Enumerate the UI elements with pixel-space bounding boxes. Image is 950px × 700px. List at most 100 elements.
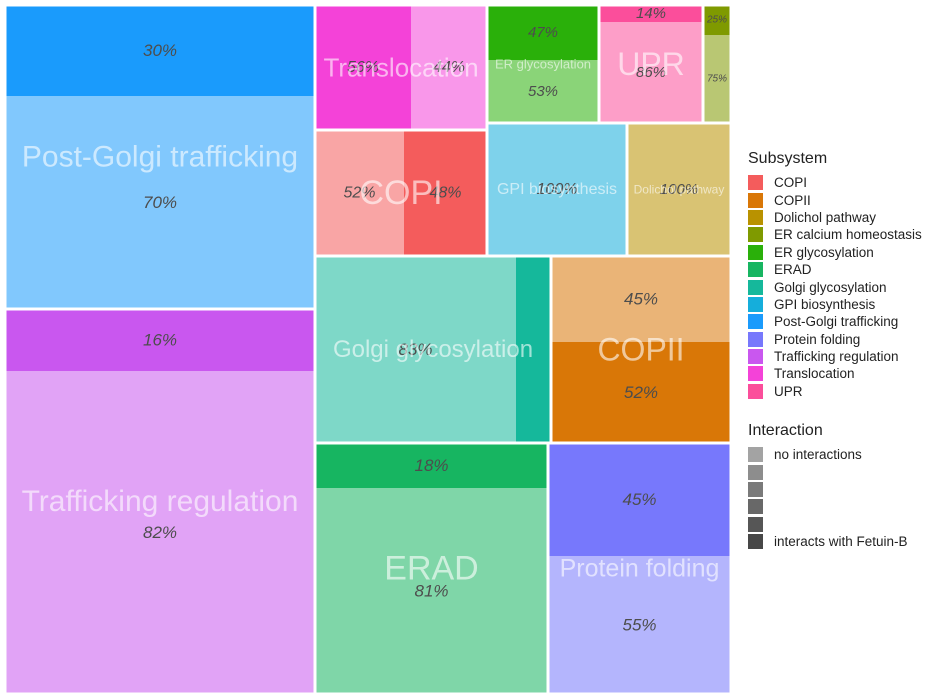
subsystem-legend-item: ERAD [748,261,922,278]
er-glycosylation-percent-label: 53% [528,83,558,100]
subsystem-legend-label: Translocation [774,366,855,382]
subsystem-legend-item: Post-Golgi trafficking [748,313,922,330]
upr-segment [599,22,703,123]
subsystem-legend-swatch [748,244,763,260]
er-glycosylation-percent-label: 47% [528,24,558,41]
subsystem-legend-swatch [748,192,763,208]
translocation-subsystem-label: Translocation [323,53,478,83]
protein-folding-segment [548,556,731,694]
subsystem-legend-item: ER glycosylation [748,244,922,261]
interaction-legend-swatch [748,464,763,480]
dolichol-pathway-percent-label: 100% [660,181,698,198]
interaction-legend-swatch [748,499,763,515]
copii-percent-label: 45% [624,290,658,309]
subsystem-legend-label: UPR [774,383,803,399]
interaction-legend: Interaction no interactions interacts wit… [748,422,908,550]
copi-segment [404,130,487,256]
golgi-glycosylation-percent-label: 83% [398,340,432,359]
er-glycosylation-segment [487,5,599,60]
erad-subsystem-label: ERAD [384,550,478,588]
upr-subsystem-label: UPR [617,46,685,82]
subsystem-legend-swatch [748,314,763,330]
post-golgi-trafficking-percent-label: 30% [143,41,177,60]
subsystem-legend-item: Dolichol pathway [748,209,922,226]
interaction-legend-swatch [748,516,763,532]
trafficking-regulation-segment [5,371,315,694]
trafficking-regulation-subsystem-label: Trafficking regulation [22,485,299,518]
subsystem-legend-swatch [748,262,763,278]
upr-percent-label: 86% [636,64,666,81]
subsystem-legend-item: ER calcium homeostasis [748,226,922,243]
protein-folding-subsystem-label: Protein folding [560,555,720,583]
gpi-biosynthesis-subsystem-label: GPI biosynthesis [497,181,617,198]
copii-percent-label: 52% [624,383,658,402]
trafficking-regulation-segment [5,309,315,371]
er-calcium-homeostasis-percent-label: 75% [707,74,727,85]
golgi-glycosylation-subsystem-label: Golgi glycosylation [333,336,533,363]
interaction-legend-item [748,516,908,533]
interaction-legend-swatch [748,534,763,550]
subsystem-legend-title: Subsystem [748,150,828,167]
copi-subsystem-label: COPI [359,174,442,212]
interaction-legend-label: no interactions [774,447,862,463]
subsystem-legend-label: ERAD [774,262,812,278]
subsystem-legend-item: GPI biosynthesis [748,296,922,313]
er-calcium-homeostasis-segment [703,35,731,123]
subsystem-legend-swatch [748,279,763,295]
subsystem-legend-label: ER glycosylation [774,244,874,260]
interaction-legend-item: no interactions [748,446,908,463]
post-golgi-trafficking-percent-label: 70% [143,193,177,212]
golgi-glycosylation-segment [516,256,551,443]
gpi-biosynthesis-segment [487,123,627,256]
translocation-segment [315,5,411,130]
erad-segment [315,488,548,694]
erad-segment [315,443,548,488]
subsystem-legend-label: ER calcium homeostasis [774,227,922,243]
trafficking-regulation-percent-label: 82% [143,523,177,542]
golgi-glycosylation-segment [315,256,516,443]
er-calcium-homeostasis-segment [703,5,731,35]
erad-percent-label: 81% [414,582,448,601]
subsystem-legend-label: Trafficking regulation [774,349,899,365]
subsystem-legend-item: COPI [748,174,922,191]
upr-segment [599,5,703,22]
subsystem-legend-item: Protein folding [748,331,922,348]
subsystem-legend-swatch [748,349,763,365]
er-calcium-homeostasis-percent-label: 25% [706,15,727,26]
subsystem-legend-item: COPII [748,191,922,208]
interaction-legend-item [748,498,908,515]
post-golgi-trafficking-segment [5,5,315,96]
copii-segment [551,342,731,443]
subsystem-legend-label: COPI [774,175,808,191]
protein-folding-percent-label: 45% [622,490,656,509]
copi-percent-label: 48% [429,185,461,202]
subsystem-legend-item: Trafficking regulation [748,348,922,365]
er-glycosylation-subsystem-label: ER glycosylation [495,57,591,72]
copii-subsystem-label: COPII [597,332,684,368]
subsystem-legend-label: Protein folding [774,331,861,347]
copi-percent-label: 52% [343,185,375,202]
erad-percent-label: 18% [414,456,448,475]
subsystem-legend-swatch [748,383,763,399]
copi-segment [315,130,404,256]
subsystem-legend-item: UPR [748,383,922,400]
subsystem-legend-item: Translocation [748,365,922,382]
dolichol-pathway-segment [627,123,731,256]
post-golgi-trafficking-segment [5,96,315,309]
subsystem-legend-swatch [748,227,763,243]
interaction-legend-label: interacts with Fetuin-B [774,534,908,550]
subsystem-legend: Subsystem COPI COPII Dolichol pathway ER ca… [748,150,922,400]
protein-folding-percent-label: 55% [622,616,656,635]
dolichol-pathway-subsystem-label: Dolichol pathway [634,183,725,197]
subsystem-legend-label: GPI biosynthesis [774,296,876,312]
interaction-legend-swatch [748,447,763,463]
subsystem-legend-label: Golgi glycosylation [774,279,887,295]
translocation-segment [411,5,487,130]
subsystem-legend-swatch [748,366,763,382]
subsystem-legend-swatch [748,296,763,312]
trafficking-regulation-percent-label: 16% [143,331,177,350]
subsystem-legend-swatch [748,209,763,225]
translocation-percent-label: 44% [433,59,465,76]
interaction-legend-item [748,481,908,498]
